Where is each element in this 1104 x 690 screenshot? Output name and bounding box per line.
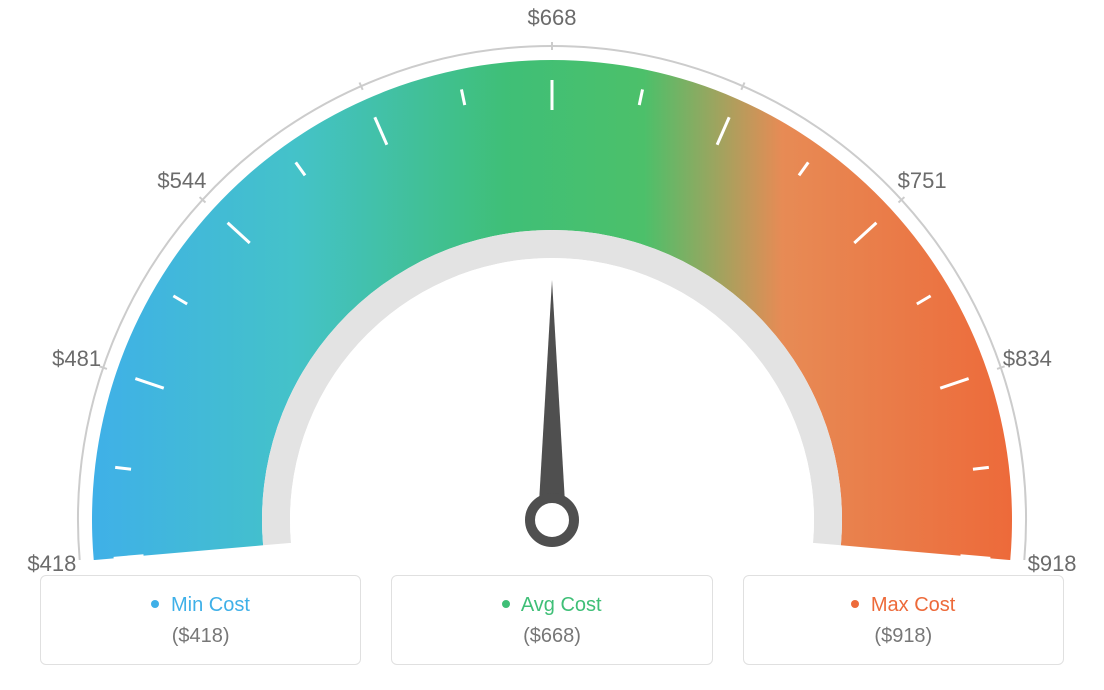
legend-label-max-text: Max Cost <box>871 594 955 616</box>
gauge-tick-label: $918 <box>1028 551 1077 577</box>
cost-gauge-chart: $418 $481 $544 $668 $751 $834 $918 Min Cost ($… <box>0 0 1104 690</box>
dot-icon <box>502 600 510 608</box>
gauge-tick-label: $544 <box>157 168 206 194</box>
legend-value-min: ($418) <box>51 625 350 648</box>
gauge-tick-label: $751 <box>898 168 947 194</box>
legend-row: Min Cost ($418) Avg Cost ($668) Max Cost… <box>40 575 1064 665</box>
legend-card-avg: Avg Cost ($668) <box>391 575 712 665</box>
legend-label-min: Min Cost <box>51 594 350 617</box>
gauge-tick-label: $834 <box>1003 346 1052 372</box>
legend-label-max: Max Cost <box>754 594 1053 617</box>
dot-icon <box>851 600 859 608</box>
legend-value-max: ($918) <box>754 625 1053 648</box>
legend-value-avg: ($668) <box>402 625 701 648</box>
gauge-tick-label: $418 <box>27 551 76 577</box>
gauge-tick-label: $668 <box>528 5 577 31</box>
legend-label-avg-text: Avg Cost <box>521 594 602 616</box>
gauge-svg <box>0 0 1104 560</box>
legend-label-min-text: Min Cost <box>171 594 250 616</box>
legend-card-max: Max Cost ($918) <box>743 575 1064 665</box>
legend-card-min: Min Cost ($418) <box>40 575 361 665</box>
gauge-tick-label: $481 <box>52 346 101 372</box>
legend-label-avg: Avg Cost <box>402 594 701 617</box>
gauge-area: $418$481$544$668$751$834$918 <box>0 0 1104 560</box>
dot-icon <box>151 600 159 608</box>
